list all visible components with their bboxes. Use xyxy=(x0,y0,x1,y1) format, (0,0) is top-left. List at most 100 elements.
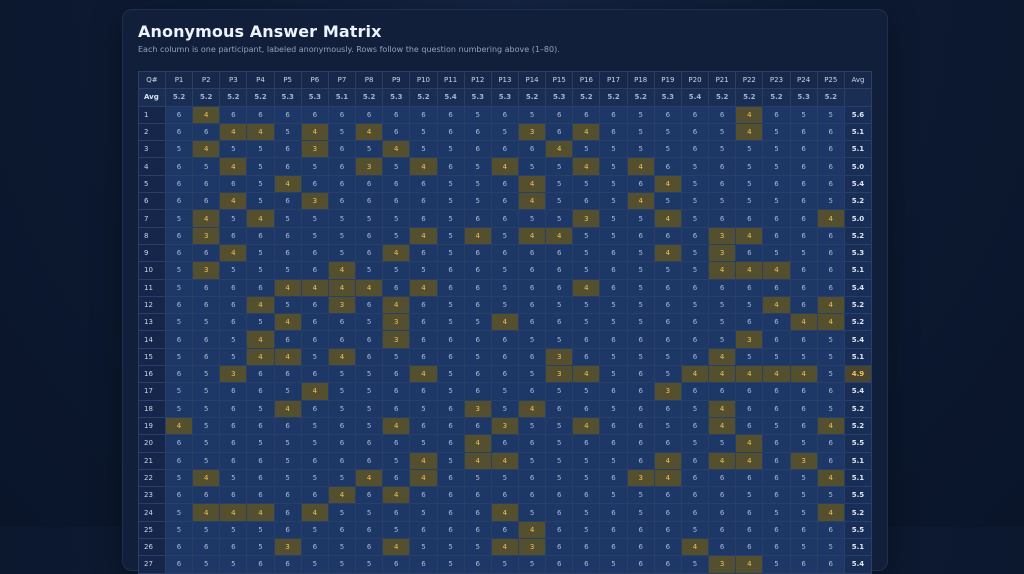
answer-cell: 6 xyxy=(626,365,655,384)
answer-cell: 5 xyxy=(599,365,628,384)
answer-cell: 6 xyxy=(436,347,465,367)
answer-cell: 4 xyxy=(735,226,764,245)
answer-cell: 5 xyxy=(789,347,818,367)
answer-cell: 5 xyxy=(572,174,601,194)
row-average-cell: 5.2 xyxy=(843,313,873,332)
answer-cell: 6 xyxy=(816,434,845,453)
answer-cell: 4 xyxy=(409,278,438,297)
answer-cell: 6 xyxy=(735,278,764,297)
answer-cell: 6 xyxy=(463,278,492,297)
answer-cell: 6 xyxy=(680,451,710,470)
answer-cell: 5 xyxy=(327,555,357,574)
question-number: 9 xyxy=(138,243,166,263)
answer-cell: 6 xyxy=(599,416,628,436)
answer-cell: 6 xyxy=(327,330,357,349)
answer-cell: 4 xyxy=(409,468,438,488)
answer-cell: 5 xyxy=(545,157,574,176)
answer-cell: 6 xyxy=(572,192,601,211)
answer-cell: 5 xyxy=(463,468,492,488)
answer-cell: 6 xyxy=(490,174,519,194)
participant-header: P2 xyxy=(192,70,221,90)
row-average-cell: 5.4 xyxy=(843,278,873,297)
answer-cell: 6 xyxy=(816,382,845,401)
answer-cell: 6 xyxy=(164,174,194,194)
answer-cell: 5 xyxy=(517,330,547,349)
answer-cell: 6 xyxy=(273,365,302,384)
answer-cell: 5 xyxy=(708,192,737,211)
answer-cell: 6 xyxy=(164,486,194,505)
answer-cell: 5 xyxy=(300,157,329,176)
answer-cell: 3 xyxy=(708,243,737,263)
answer-cell: 6 xyxy=(409,520,438,540)
answer-cell: 6 xyxy=(246,468,275,488)
answer-cell: 3 xyxy=(517,538,547,557)
page-subtitle: Each column is one participant, labeled … xyxy=(138,45,560,54)
answer-cell: 6 xyxy=(273,416,302,436)
answer-cell: 5 xyxy=(382,261,411,280)
question-number: 7 xyxy=(138,209,166,228)
answer-cell: 4 xyxy=(382,140,411,159)
answer-cell: 5 xyxy=(490,382,519,401)
answer-cell: 5 xyxy=(409,503,438,522)
answer-cell: 6 xyxy=(436,486,465,505)
answer-cell: 6 xyxy=(762,278,791,297)
answer-cell: 6 xyxy=(463,503,492,522)
answer-cell: 4 xyxy=(382,243,411,263)
answer-cell: 6 xyxy=(436,503,465,522)
question-row: 13 5 5 6 5 4 6 6 5 3 6 5 5 4 6 6 5 5 5 6 6 5 6 6 4 4 5.2 xyxy=(138,313,873,332)
answer-cell: 6 xyxy=(762,313,791,332)
answer-cell: 6 xyxy=(653,295,682,315)
answer-cell: 6 xyxy=(436,105,465,124)
answer-cell: 6 xyxy=(327,105,357,124)
answer-cell: 6 xyxy=(735,399,764,418)
answer-cell: 5 xyxy=(409,122,438,142)
answer-cell: 6 xyxy=(436,330,465,349)
answer-cell: 6 xyxy=(409,105,438,124)
answer-cell: 5 xyxy=(708,434,737,453)
answer-cell: 6 xyxy=(219,313,248,332)
answer-cell: 6 xyxy=(382,555,411,574)
answer-cell: 5 xyxy=(463,313,492,332)
answer-cell: 5 xyxy=(680,295,710,315)
answer-cell: 5 xyxy=(300,209,329,228)
answer-cell: 6 xyxy=(382,434,411,453)
answer-cell: 5 xyxy=(626,278,655,297)
answer-cell: 4 xyxy=(300,382,329,401)
answer-cell: 6 xyxy=(436,434,465,453)
answer-cell: 5 xyxy=(789,243,818,263)
answer-cell: 5 xyxy=(517,157,547,176)
empty-cell xyxy=(843,88,873,107)
answer-cell: 4 xyxy=(355,122,384,142)
participant-average-cell: 5.1 xyxy=(327,88,357,107)
answer-cell: 4 xyxy=(409,226,438,245)
answer-cell: 6 xyxy=(355,538,384,557)
answer-cell: 6 xyxy=(273,330,302,349)
answer-cell: 6 xyxy=(300,399,329,418)
answer-cell: 6 xyxy=(273,243,302,263)
question-number: 25 xyxy=(138,520,166,540)
answer-cell: 6 xyxy=(599,122,628,142)
answer-cell: 5 xyxy=(545,174,574,194)
answer-cell: 6 xyxy=(219,486,248,505)
answer-cell: 4 xyxy=(517,174,547,194)
answer-cell: 5 xyxy=(762,157,791,176)
answer-cell: 5 xyxy=(789,468,818,488)
answer-cell: 4 xyxy=(708,347,737,367)
answer-cell: 6 xyxy=(789,140,818,159)
answer-cell: 4 xyxy=(816,416,845,436)
answer-cell: 5 xyxy=(599,555,628,574)
answer-cell: 5 xyxy=(355,416,384,436)
answer-cell: 5 xyxy=(192,157,221,176)
question-row: 9 6 6 4 5 6 6 5 6 4 6 5 6 6 6 6 5 6 5 4 5 3 6 5 5 6 5.3 xyxy=(138,243,873,263)
answer-cell: 6 xyxy=(246,105,275,124)
answer-cell: 6 xyxy=(327,313,357,332)
question-number: 20 xyxy=(138,434,166,453)
answer-cell: 3 xyxy=(273,538,302,557)
answer-cell: 5 xyxy=(816,538,845,557)
answer-cell: 5 xyxy=(355,313,384,332)
answer-cell: 5 xyxy=(680,243,710,263)
row-average-cell: 5.1 xyxy=(843,347,873,367)
answer-cell: 6 xyxy=(626,434,655,453)
answer-cell: 6 xyxy=(246,555,275,574)
answer-cell: 5 xyxy=(789,503,818,522)
